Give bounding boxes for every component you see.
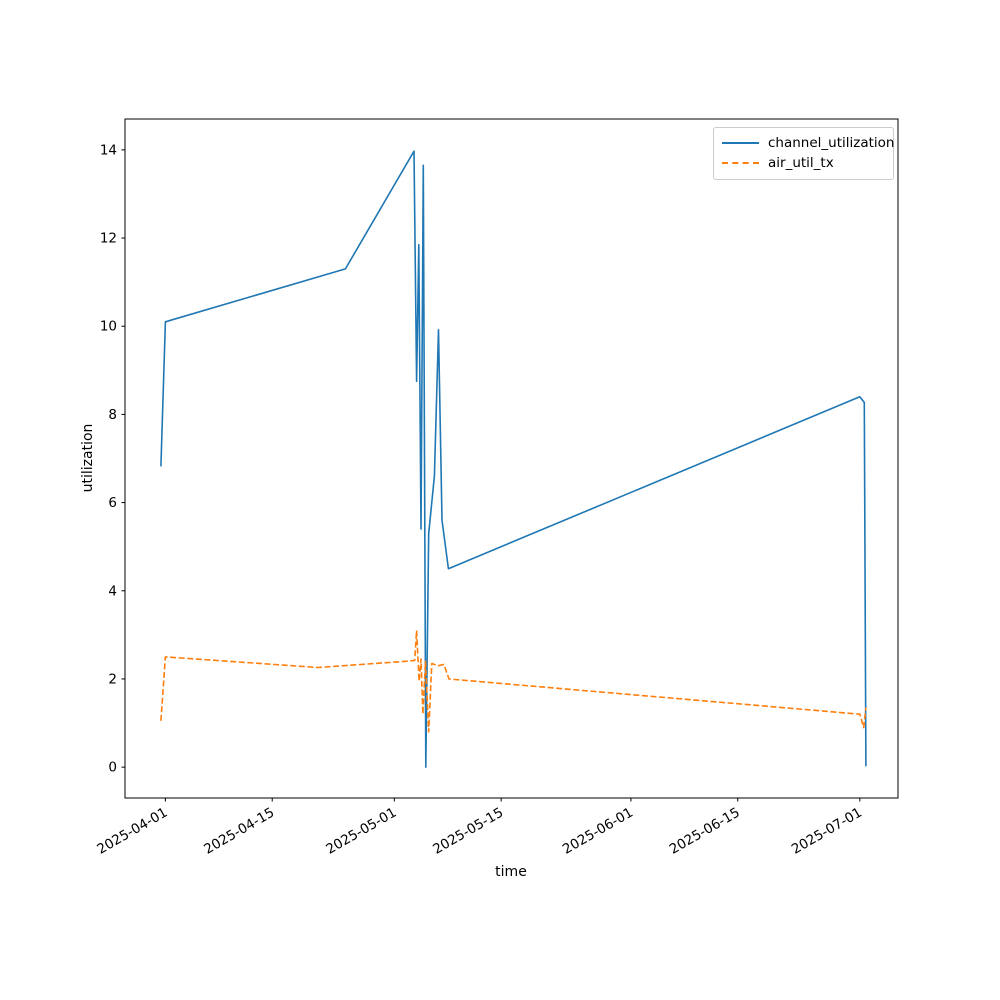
y-tick-label: 14 xyxy=(100,142,117,158)
y-tick-label: 2 xyxy=(108,671,117,687)
legend[interactable]: channel_utilization air_util_tx xyxy=(713,127,895,180)
y-tick-label: 8 xyxy=(108,407,117,423)
y-tick-label: 0 xyxy=(108,760,117,776)
series-line-channel_utilization xyxy=(160,150,867,768)
x-tick-label: 2025-04-01 xyxy=(94,805,170,858)
dashed-line-icon xyxy=(722,162,759,164)
x-axis-label: time xyxy=(495,864,527,880)
x-tick-label: 2025-07-01 xyxy=(789,805,865,858)
legend-label: channel_utilization xyxy=(768,135,895,151)
y-tick-label: 10 xyxy=(100,319,117,335)
solid-line-icon xyxy=(722,142,759,144)
x-tick-label: 2025-05-01 xyxy=(323,805,399,858)
y-tick-label: 4 xyxy=(108,583,117,599)
legend-label: air_util_tx xyxy=(768,155,834,171)
x-tick-label: 2025-04-15 xyxy=(201,805,277,858)
series-line-air_util_tx xyxy=(160,629,867,733)
x-tick-label: 2025-05-15 xyxy=(430,805,506,858)
legend-item-channel-utilization[interactable]: channel_utilization xyxy=(722,133,895,153)
y-tick-label: 6 xyxy=(108,495,117,511)
x-tick-label: 2025-06-15 xyxy=(667,805,743,858)
legend-item-air-util-tx[interactable]: air_util_tx xyxy=(722,153,884,173)
y-axis-label: utilization xyxy=(80,423,96,493)
x-tick-label: 2025-06-01 xyxy=(560,805,636,858)
plot-area-frame xyxy=(124,118,899,799)
y-tick-label: 12 xyxy=(100,231,117,247)
